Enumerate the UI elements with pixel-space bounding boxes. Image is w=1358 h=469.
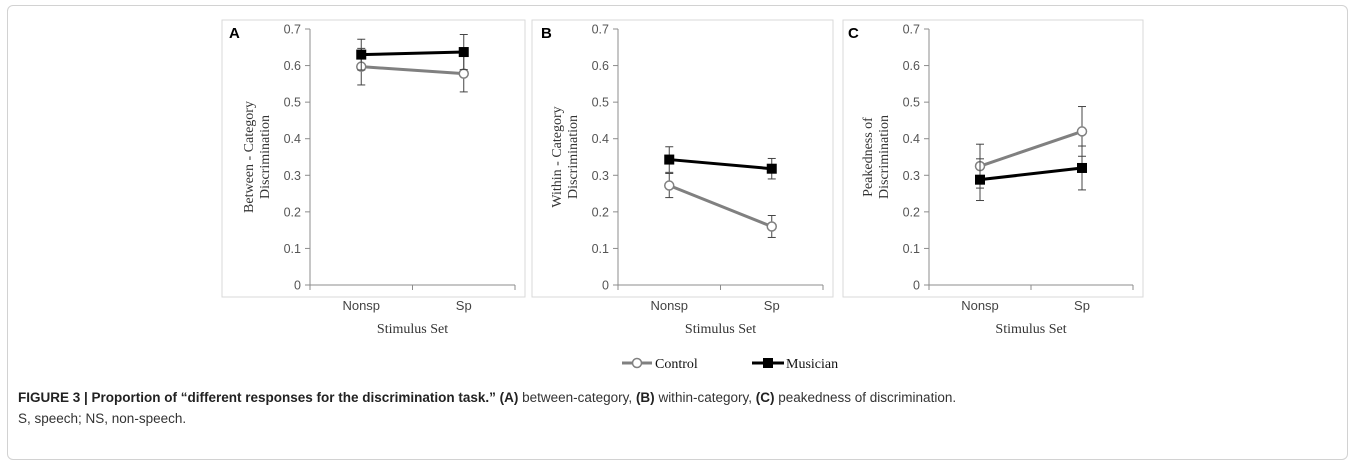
panel-b-control-point bbox=[664, 180, 675, 191]
panel-c-ytick-label: 0.5 bbox=[903, 96, 920, 110]
panel-b-control-point bbox=[766, 221, 777, 232]
legend-musician-label: Musician bbox=[786, 357, 838, 372]
panel-c-x-category: Nonsp bbox=[961, 298, 999, 313]
panel-a-x-title: Stimulus Set bbox=[377, 322, 448, 337]
panel-b-ytick-label: 0 bbox=[602, 279, 609, 293]
panel-b-musician-point bbox=[664, 154, 675, 165]
caption-c-label: (C) bbox=[755, 390, 775, 405]
panel-b-musician-point bbox=[766, 163, 777, 174]
panel-b-ytick-label: 0.1 bbox=[592, 242, 609, 256]
panel-a-musician-point bbox=[356, 49, 367, 60]
panel-a-ytick-label: 0.5 bbox=[284, 96, 301, 110]
panel-c-control-point bbox=[1076, 126, 1088, 137]
caption-a-label: (A) bbox=[499, 390, 519, 405]
panel-c-ytick-label: 0.1 bbox=[903, 242, 920, 256]
panel-a-letter: A bbox=[229, 25, 240, 42]
panel-b-ytick-label: 0.4 bbox=[592, 132, 609, 146]
caption-line2: S, speech; NS, non-speech. bbox=[18, 411, 187, 426]
panel-a-ytick-label: 0.6 bbox=[284, 59, 301, 73]
caption-a-text: between-category, bbox=[518, 390, 636, 405]
panel-a-frame bbox=[221, 19, 526, 298]
panel-a-control-point bbox=[458, 68, 469, 79]
caption-lead: FIGURE 3 | Proportion of “different resp… bbox=[18, 390, 496, 405]
panel-c-control-line bbox=[979, 129, 1083, 168]
panel-b-ytick-label: 0.3 bbox=[592, 169, 609, 183]
panel-a-ytick-label: 0.1 bbox=[284, 242, 301, 256]
panel-c-ytick-label: 0.2 bbox=[903, 205, 920, 219]
caption-b-text: within-category, bbox=[654, 390, 756, 405]
figure-caption: FIGURE 3 | Proportion of “different resp… bbox=[18, 387, 1338, 429]
panel-a-y-title: Discrimination bbox=[258, 115, 273, 199]
panel-b-control-line bbox=[668, 184, 773, 228]
panel-c-musician-point bbox=[975, 174, 985, 185]
panel-a-x-category: Nonsp bbox=[342, 298, 380, 313]
panel-c-x-category: Sp bbox=[1074, 298, 1090, 313]
panel-a-musician-line bbox=[361, 50, 464, 57]
panel-a-x-category: Sp bbox=[456, 298, 472, 313]
panel-a-ytick-label: 0.3 bbox=[284, 169, 301, 183]
panel-b-frame bbox=[531, 19, 834, 298]
panel-b-x-category: Nonsp bbox=[650, 298, 688, 313]
panel-b-ytick-label: 0.2 bbox=[592, 205, 609, 219]
panel-c-musician-line bbox=[979, 166, 1083, 182]
panel-c-x-title: Stimulus Set bbox=[995, 322, 1066, 337]
panel-b-ytick-label: 0.7 bbox=[592, 23, 609, 37]
panel-b-ytick-label: 0.5 bbox=[592, 96, 609, 110]
panel-b-y-title: Within - Category bbox=[550, 106, 565, 207]
panel-c-y-title: Discrimination bbox=[877, 115, 892, 199]
panel-c-musician-point bbox=[1077, 162, 1087, 173]
panel-c-letter: C bbox=[848, 25, 859, 42]
panel-c-frame bbox=[842, 19, 1144, 298]
panel-a-ytick-label: 0.4 bbox=[284, 132, 301, 146]
panel-c-ytick-label: 0.6 bbox=[903, 59, 920, 73]
panel-b-y-title: Discrimination bbox=[566, 115, 581, 199]
panel-a-y-title: Between - Category bbox=[242, 101, 257, 213]
legend-control-marker bbox=[631, 357, 643, 369]
figure-frame bbox=[7, 5, 1348, 460]
panel-c-ytick-label: 0 bbox=[913, 279, 920, 293]
caption-b-label: (B) bbox=[635, 390, 655, 405]
panel-b-musician-line bbox=[669, 158, 772, 171]
panel-b-x-category: Sp bbox=[764, 298, 780, 313]
panel-a-ytick-label: 0 bbox=[294, 279, 301, 293]
panel-b-x-title: Stimulus Set bbox=[685, 322, 756, 337]
panel-c-ytick-label: 0.3 bbox=[903, 169, 920, 183]
panel-c-ytick-label: 0.7 bbox=[903, 23, 920, 37]
caption-c-text: peakedness of discrimination. bbox=[774, 390, 957, 405]
panel-b-ytick-label: 0.6 bbox=[592, 59, 609, 73]
panel-a-ytick-label: 0.7 bbox=[284, 23, 301, 37]
legend-control-label: Control bbox=[655, 357, 698, 372]
figure-charts: A 0 0.1 0.2 0.3 0.4 0.5 0.6 0.7 Nonsp Sp Stimulus S… bbox=[221, 19, 1144, 372]
panel-c-ytick-label: 0.4 bbox=[903, 132, 920, 146]
panel-a-ytick-label: 0.2 bbox=[284, 205, 301, 219]
panel-c-y-title: Peakedness of bbox=[861, 117, 876, 197]
legend-musician-marker bbox=[763, 358, 773, 368]
panel-b-letter: B bbox=[541, 25, 552, 42]
panel-a-control-line bbox=[361, 65, 464, 76]
panel-a-musician-point bbox=[458, 47, 469, 58]
